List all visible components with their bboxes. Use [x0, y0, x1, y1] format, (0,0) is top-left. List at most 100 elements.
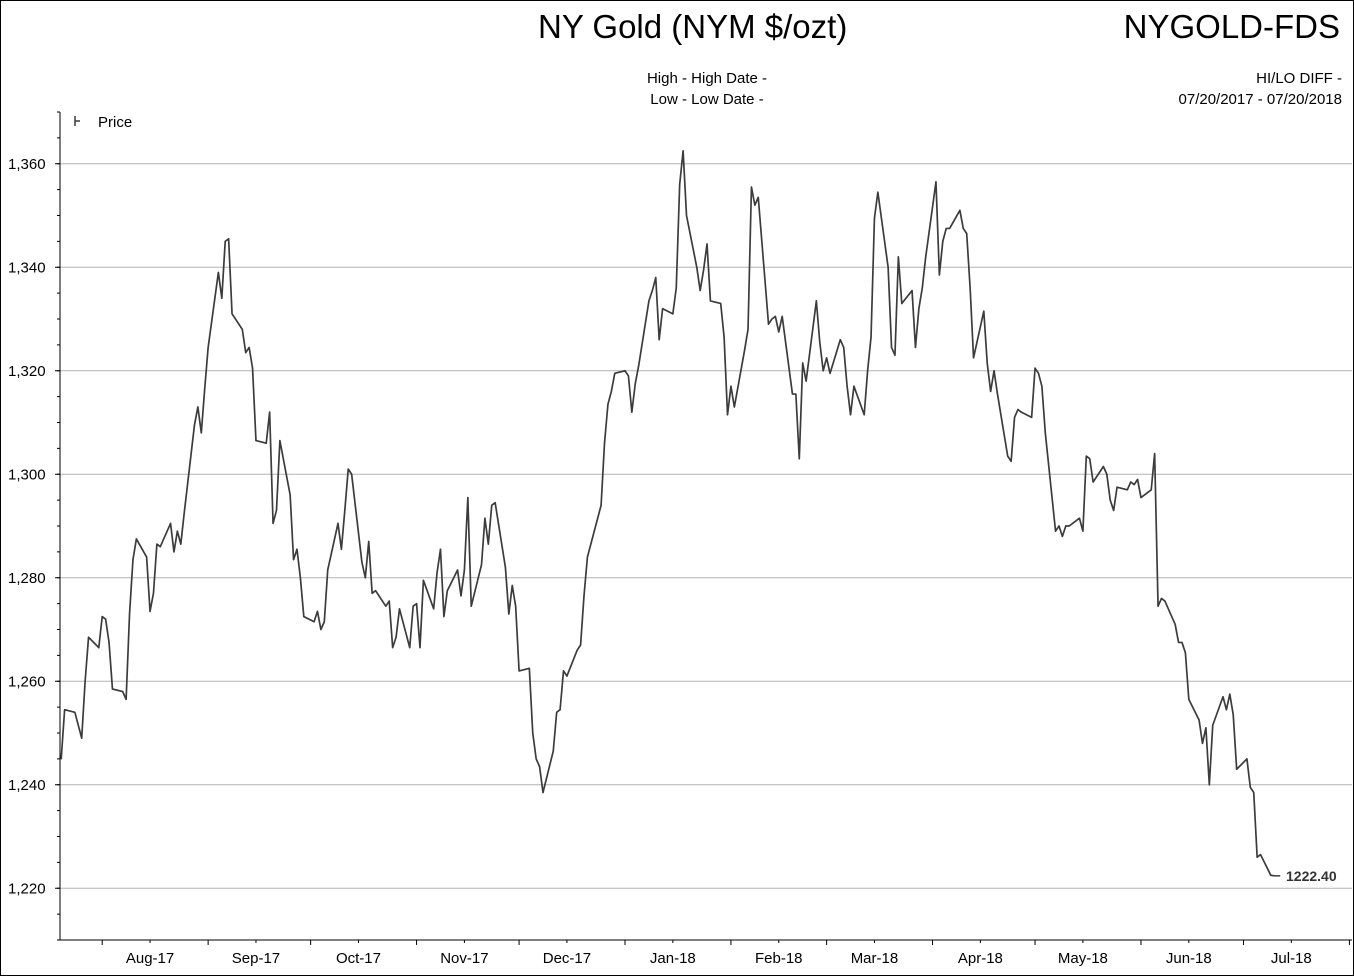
- data-point: [662, 308, 664, 310]
- data-point: [996, 393, 999, 395]
- x-tick-label: Feb-18: [755, 950, 803, 967]
- data-point: [279, 440, 281, 442]
- data-point: [193, 424, 196, 426]
- data-point: [224, 240, 226, 242]
- data-point: [583, 595, 585, 597]
- data-point: [398, 608, 401, 610]
- data-point: [241, 328, 243, 330]
- data-point: [795, 393, 797, 395]
- data-point: [439, 548, 442, 550]
- data-point: [1256, 856, 1258, 858]
- data-point: [1054, 530, 1057, 532]
- data-point: [638, 364, 640, 367]
- y-tick-label: 1,280: [8, 570, 46, 587]
- y-tick-label: 1,220: [8, 880, 46, 897]
- data-point: [802, 362, 804, 364]
- data-point: [159, 546, 161, 548]
- x-tick-label: Jul-18: [1271, 950, 1312, 967]
- data-point: [726, 414, 729, 416]
- data-point: [918, 308, 920, 310]
- data-point: [894, 354, 896, 356]
- data-point: [1208, 784, 1210, 786]
- data-point: [1092, 481, 1094, 483]
- data-point: [614, 372, 616, 374]
- data-point: [217, 271, 219, 274]
- data-point: [969, 287, 971, 289]
- data-point: [128, 613, 131, 615]
- data-point: [1106, 473, 1108, 475]
- data-point: [456, 569, 459, 571]
- data-point: [299, 577, 301, 579]
- data-point: [720, 302, 722, 305]
- data-point: [1044, 432, 1046, 434]
- data-point: [709, 300, 712, 302]
- data-point: [870, 336, 872, 338]
- data-point: [511, 584, 513, 587]
- data-point: [176, 530, 178, 532]
- data-point: [1017, 408, 1019, 411]
- data-point: [105, 618, 107, 620]
- data-point: [303, 615, 305, 618]
- data-point: [733, 406, 735, 408]
- y-tick-label: 1,240: [8, 777, 46, 794]
- data-point: [98, 647, 100, 649]
- data-point: [156, 543, 158, 545]
- data-point: [364, 577, 366, 579]
- data-point: [197, 406, 199, 408]
- data-point: [1089, 458, 1091, 460]
- data-point: [269, 411, 271, 413]
- data-point: [292, 559, 295, 561]
- data-point: [251, 367, 254, 369]
- data-point: [122, 691, 124, 693]
- data-point: [207, 346, 209, 349]
- data-point: [945, 227, 947, 230]
- data-point: [1085, 455, 1087, 457]
- data-point: [344, 509, 346, 512]
- data-point: [767, 323, 770, 325]
- x-tick-label: Nov-17: [440, 950, 488, 967]
- legend-label: Price: [98, 114, 132, 131]
- data-point: [84, 680, 86, 682]
- data-point: [1133, 484, 1135, 486]
- data-point: [1020, 411, 1022, 413]
- x-tick-label: Jun-18: [1166, 950, 1212, 967]
- data-point: [415, 603, 418, 605]
- data-point: [627, 375, 630, 377]
- data-point: [135, 538, 137, 540]
- x-tick-label: May-18: [1058, 950, 1108, 967]
- data-point: [152, 592, 155, 594]
- data-point: [221, 297, 223, 299]
- data-point: [972, 357, 975, 359]
- data-point: [798, 458, 800, 460]
- chart-title: NY Gold (NYM $/ozt): [538, 8, 848, 45]
- data-point: [576, 649, 578, 651]
- y-tick-label: 1,320: [8, 363, 46, 380]
- data-point: [248, 346, 250, 349]
- data-point: [149, 610, 151, 612]
- legend: Price: [74, 114, 132, 131]
- data-point: [863, 414, 865, 416]
- y-tick-label: 1,340: [8, 259, 46, 276]
- data-point: [993, 370, 995, 372]
- data-point: [385, 605, 387, 607]
- data-point: [1010, 460, 1012, 462]
- data-point: [1236, 768, 1238, 770]
- data-point: [938, 274, 940, 276]
- data-point: [966, 233, 968, 235]
- x-tick-label: Aug-17: [126, 950, 174, 967]
- data-point: [1174, 623, 1176, 625]
- data-point: [839, 339, 841, 341]
- data-point: [849, 414, 852, 416]
- data-point: [774, 315, 776, 318]
- data-point: [316, 610, 319, 612]
- data-point: [368, 540, 370, 543]
- data-point: [867, 370, 869, 372]
- data-point: [1198, 719, 1200, 721]
- data-point: [887, 266, 889, 268]
- data-point: [289, 494, 291, 496]
- data-point: [829, 372, 831, 374]
- data-point: [81, 737, 83, 739]
- data-point: [347, 468, 349, 470]
- data-point: [1130, 481, 1132, 483]
- last-value-label: 1222.40: [1286, 868, 1337, 884]
